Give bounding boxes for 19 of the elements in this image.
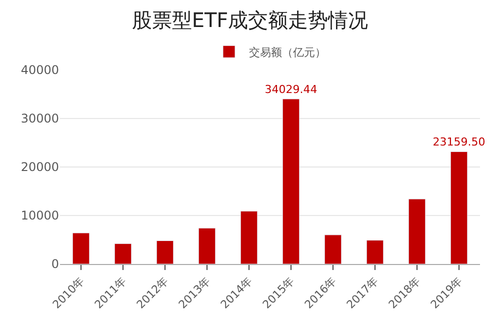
bar [408,198,426,264]
bar [198,228,216,264]
bar [240,210,258,264]
y-tick-label: 0 [51,257,59,272]
bar [72,232,90,264]
bar [324,234,342,264]
bar [450,151,468,264]
bar [156,240,174,264]
chart-title: 股票型ETF成交额走势情况 [132,8,368,32]
data-label: 34029.44 [264,82,318,96]
y-tick-label: 30000 [20,112,59,126]
y-tick-label: 20000 [20,160,59,174]
data-label: 23159.50 [432,136,486,149]
y-tick-label: 10000 [20,208,59,223]
bar [282,98,300,264]
bar [366,240,384,264]
legend-label: 交易额（亿元） [249,46,326,59]
bar [114,243,132,264]
y-tick-label: 40000 [20,63,59,78]
